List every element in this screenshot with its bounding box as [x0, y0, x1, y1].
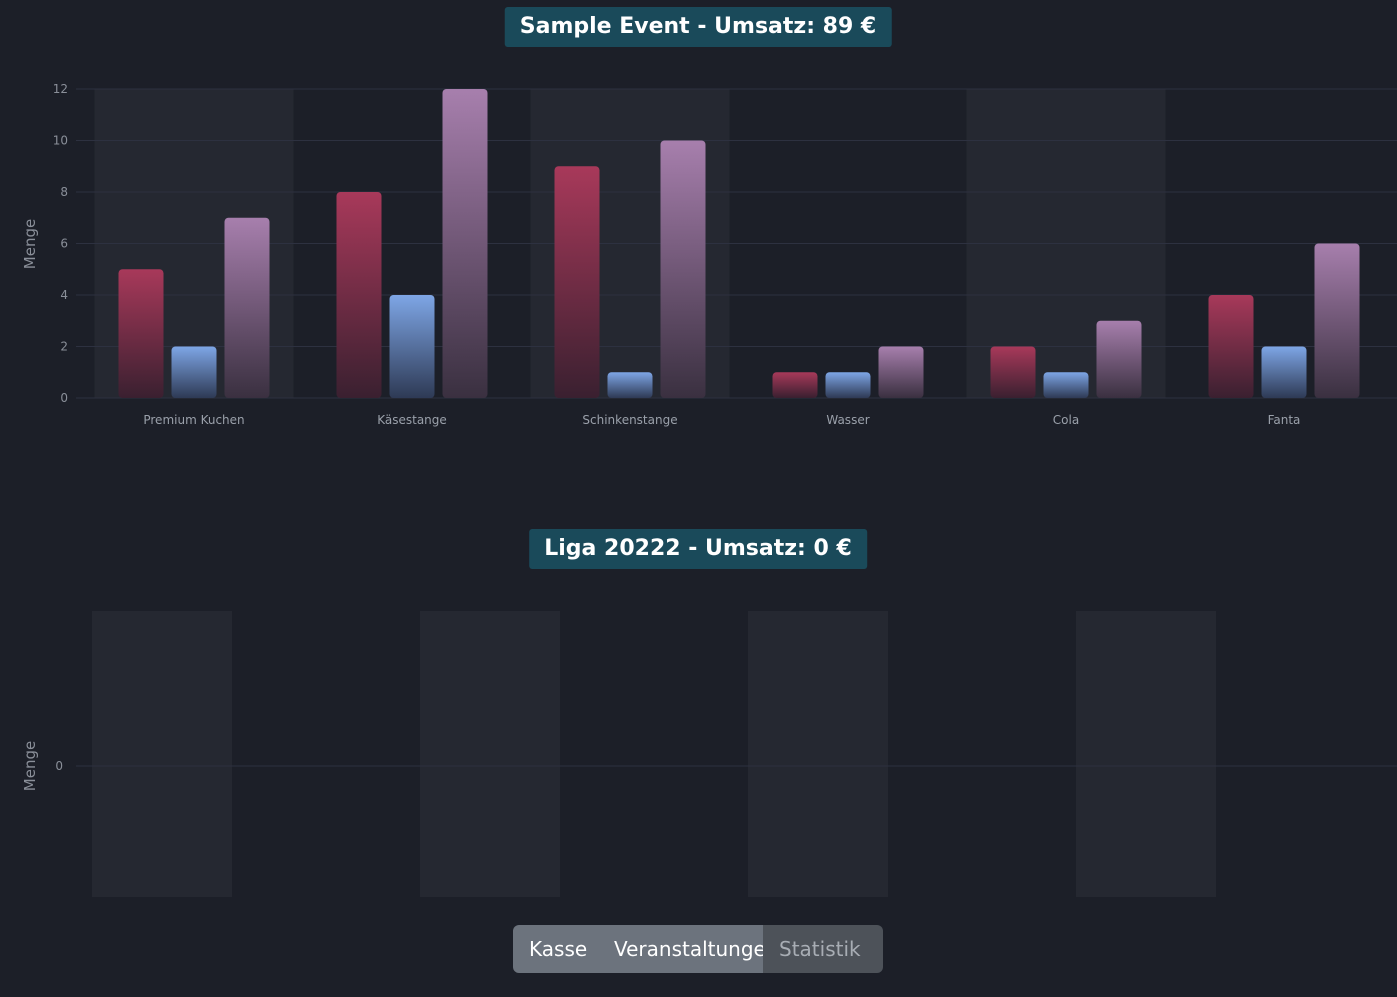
- y-tick-label: 8: [60, 185, 68, 199]
- y-tick-label: 0: [55, 759, 63, 773]
- bar[interactable]: [1261, 346, 1307, 399]
- x-tick-label: Käsestange: [377, 413, 447, 427]
- y-tick-label: 0: [60, 391, 68, 405]
- x-tick-label: Wasser: [826, 413, 869, 427]
- bar[interactable]: [389, 295, 435, 398]
- nav-button-statistik[interactable]: Statistik: [763, 925, 883, 973]
- bar[interactable]: [607, 372, 653, 398]
- y-axis-label: Menge: [21, 219, 39, 269]
- bar[interactable]: [1096, 320, 1142, 398]
- y-tick-label: 12: [53, 82, 68, 96]
- y-tick-label: 6: [60, 237, 68, 251]
- y-axis-label: Menge: [21, 741, 39, 791]
- bar[interactable]: [171, 346, 217, 399]
- y-tick-label: 2: [60, 340, 68, 354]
- y-tick-label: 10: [53, 134, 68, 148]
- bar[interactable]: [554, 166, 600, 398]
- bar[interactable]: [990, 346, 1036, 399]
- bar-chart-liga: 0 Menge: [21, 611, 1397, 897]
- chart-title-liga: Liga 20222 - Umsatz: 0 €: [529, 529, 867, 569]
- y-tick-label: 4: [60, 288, 68, 302]
- bar[interactable]: [772, 372, 818, 398]
- bar[interactable]: [1043, 372, 1089, 398]
- bar[interactable]: [336, 192, 382, 398]
- category-band: [1076, 611, 1216, 897]
- bar[interactable]: [442, 89, 488, 398]
- x-tick-label: Premium Kuchen: [143, 413, 244, 427]
- chart-title-sample-event: Sample Event - Umsatz: 89 €: [504, 7, 892, 47]
- bar[interactable]: [878, 346, 924, 399]
- category-band: [92, 611, 232, 897]
- x-tick-label: Fanta: [1268, 413, 1301, 427]
- x-tick-label: Cola: [1053, 413, 1079, 427]
- bar[interactable]: [118, 269, 164, 398]
- category-band: [748, 611, 888, 897]
- bar-chart-sample-event: 0 2 4 6 8 10 12 Premium Kuchen Käsestange Schink…: [21, 82, 1397, 427]
- bottom-navigation: Kasse Veranstaltungen Statistik: [513, 925, 883, 973]
- nav-button-veranstaltungen[interactable]: Veranstaltungen: [598, 925, 779, 973]
- bar[interactable]: [1208, 295, 1254, 398]
- bar[interactable]: [224, 217, 270, 398]
- category-band: [420, 611, 560, 897]
- bar[interactable]: [825, 372, 871, 398]
- nav-button-kasse[interactable]: Kasse: [513, 925, 598, 973]
- bar[interactable]: [660, 140, 706, 399]
- x-tick-label: Schinkenstange: [582, 413, 677, 427]
- bar[interactable]: [1314, 243, 1360, 399]
